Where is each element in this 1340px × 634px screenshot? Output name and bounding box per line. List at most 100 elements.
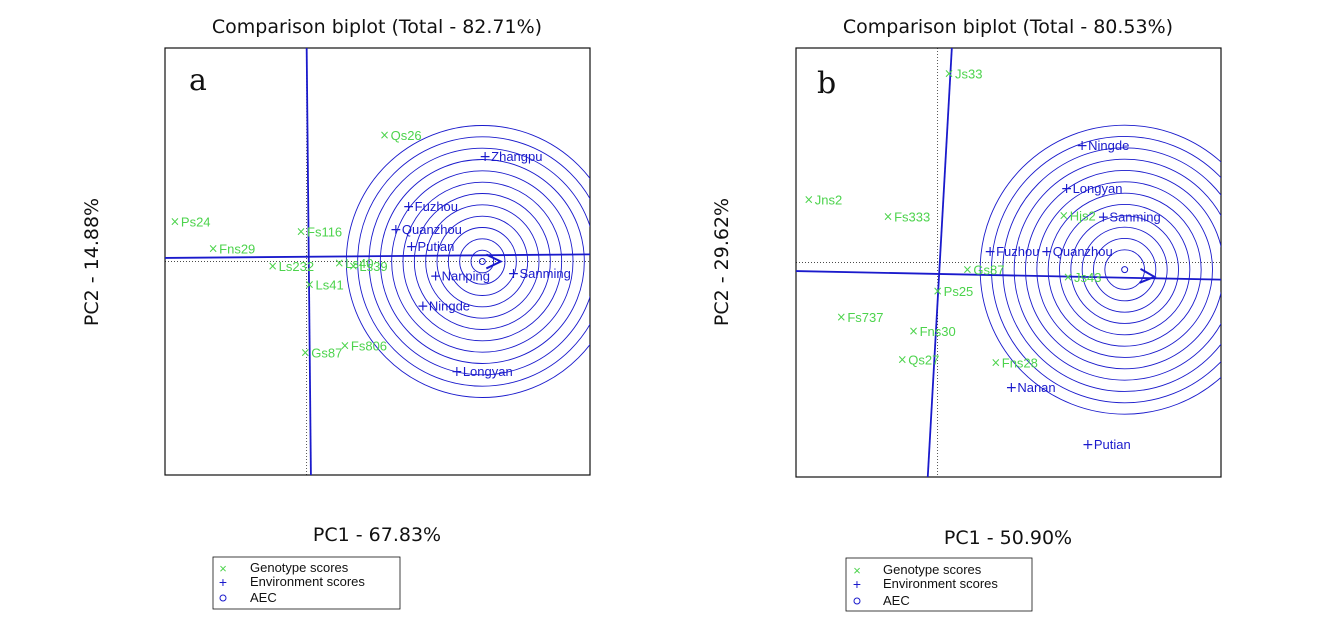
legend-box-a [212, 556, 401, 610]
aec-concentric-circle [436, 215, 529, 308]
genotype-point-marker: × [296, 225, 306, 239]
legend-aec-label-b: AEC [883, 593, 910, 608]
genotype-point-marker: × [1063, 270, 1073, 284]
aec-concentric-circle [459, 238, 506, 285]
aec-concentric-circle [1081, 226, 1168, 313]
genotype-point-label: Qs27 [908, 353, 939, 368]
plot-area-a: × Qs26× Ps24× Fns29× Fs116× Ls232 × Ls40× Ls39× L… [165, 48, 590, 475]
aec-concentric-circle [379, 159, 585, 364]
environment-point-label: Putian [1094, 437, 1131, 452]
aec-concentric-circle [1047, 192, 1202, 347]
plot-clip-group: × Js33× Jns2× Fs333 × Hjs2× Gs87 × Js43× Ps25× Fs7… [796, 48, 1221, 477]
aec-concentric-circle [1104, 249, 1145, 290]
aec-concentric-circle [447, 227, 517, 296]
genotype-point-marker: × [1059, 208, 1069, 222]
y-axis-label-a: PC2 - 14.88% [81, 198, 103, 326]
environment-point-marker: + [451, 364, 463, 380]
legend-box-b [845, 557, 1033, 612]
aec-concentric-circle [391, 170, 574, 353]
aec-concentric-circle [1013, 158, 1221, 381]
environment-point-marker: + [1005, 380, 1017, 396]
aec-concentric-circle [1093, 238, 1157, 302]
genotype-point-label: Js33 [955, 67, 982, 82]
chart-title-b: Comparison biplot (Total - 80.53%) [843, 16, 1173, 38]
legend-aec-symbol-b [853, 597, 861, 605]
legend-environment-symbol-a: + [219, 574, 227, 590]
environment-point-marker: + [479, 149, 491, 165]
aec-concentric-circle [402, 181, 563, 342]
genotype-point-label: Jns2 [815, 193, 842, 208]
environment-point-label: Ningde [1088, 138, 1129, 153]
genotype-point-label: Ls39 [359, 259, 387, 274]
legend-environment-label-b: Environment scores [883, 576, 998, 591]
aec-concentric-circle [345, 125, 590, 398]
aec-concentric-circle [368, 147, 590, 376]
y-axis-label-b: PC2 - 29.62% [711, 198, 733, 326]
aec-concentric-circle [1059, 204, 1191, 336]
legend-environment-label-a: Environment scores [250, 574, 365, 589]
genotype-point-marker: × [340, 338, 350, 352]
genotype-point-marker: × [962, 263, 972, 277]
aec-abscissa-line [165, 253, 590, 259]
legend-genotype-label-a: Genotype scores [250, 560, 349, 575]
aec-concentric-circle [1002, 147, 1221, 392]
genotype-point-label: Qs26 [391, 128, 422, 143]
plot-clip-group: × Qs26× Ps24× Fns29× Fs116× Ls232 × Ls40× Ls39× L… [165, 48, 590, 475]
legend-genotype-label-b: Genotype scores [883, 562, 982, 577]
genotype-point-marker: × [933, 284, 943, 298]
environment-point-label: Nanan [1017, 380, 1055, 395]
genotype-point-marker: × [944, 67, 954, 81]
aec-ordinate-line [305, 48, 312, 475]
panel-label-a: a [189, 63, 207, 98]
legend-genotype-symbol-b: × [853, 563, 861, 578]
genotype-point-marker: × [897, 353, 907, 367]
environment-point-marker: + [430, 269, 442, 285]
genotype-point-label: Fs333 [894, 210, 930, 225]
genotype-point-label: Ps24 [181, 215, 211, 230]
environment-point-label: Fuzhou [415, 199, 458, 214]
environment-point-label: Ningde [429, 299, 470, 314]
genotype-point-label: Gs87 [311, 346, 342, 361]
environment-point-marker: + [390, 222, 402, 238]
aec-average-environment-marker [478, 258, 486, 265]
genotype-point-label: Fns29 [219, 242, 255, 257]
aec-concentric-circle [413, 193, 551, 330]
environment-point-marker: + [403, 199, 415, 215]
genotype-point-marker: × [883, 210, 893, 224]
environment-point-label: Quanzhou [1053, 244, 1113, 259]
environment-point-marker: + [417, 299, 429, 315]
genotype-point-label: Ls41 [316, 277, 344, 292]
genotype-point-label: Gs87 [973, 263, 1004, 278]
genotype-point-marker: × [300, 346, 310, 360]
aec-ordinate-line [926, 48, 953, 477]
environment-point-label: Putian [418, 239, 455, 254]
aec-concentric-circle [357, 136, 590, 387]
aec-average-environment-marker [1121, 266, 1129, 274]
aec-concentric-circle [1070, 215, 1179, 324]
environment-point-label: Longyan [463, 364, 513, 379]
aec-concentric-circle [1025, 170, 1221, 370]
legend-b: × Genotype scores + Environment scores A… [845, 557, 1033, 612]
genotype-point-marker: × [268, 259, 278, 273]
genotype-point-marker: × [836, 310, 846, 324]
genotype-point-label: Ps25 [944, 284, 974, 299]
genotype-point-marker: × [991, 356, 1001, 370]
environment-point-label: Sanming [1109, 210, 1160, 225]
legend-genotype-symbol-a: × [219, 561, 227, 576]
genotype-point-label: Hjs2 [1070, 208, 1096, 223]
genotype-point-label: Fs116 [307, 225, 342, 240]
aec-concentric-circle [425, 204, 540, 319]
environment-point-marker: + [1098, 210, 1110, 226]
genotype-point-label: Fs806 [351, 338, 387, 353]
genotype-point-label: Js43 [1074, 270, 1101, 285]
environment-point-label: Quanzhou [402, 222, 462, 237]
aec-abscissa-line [796, 270, 1221, 281]
environment-point-marker: + [1076, 138, 1088, 154]
environment-point-marker: + [406, 239, 418, 255]
panel-a: Comparison biplot (Total - 82.71%) a × Qs… [81, 16, 591, 610]
genotype-point-marker: × [208, 242, 218, 256]
genotype-point-label: Ls40 [345, 256, 373, 271]
environment-point-marker: + [984, 244, 996, 260]
genotype-point-marker: × [348, 259, 358, 273]
